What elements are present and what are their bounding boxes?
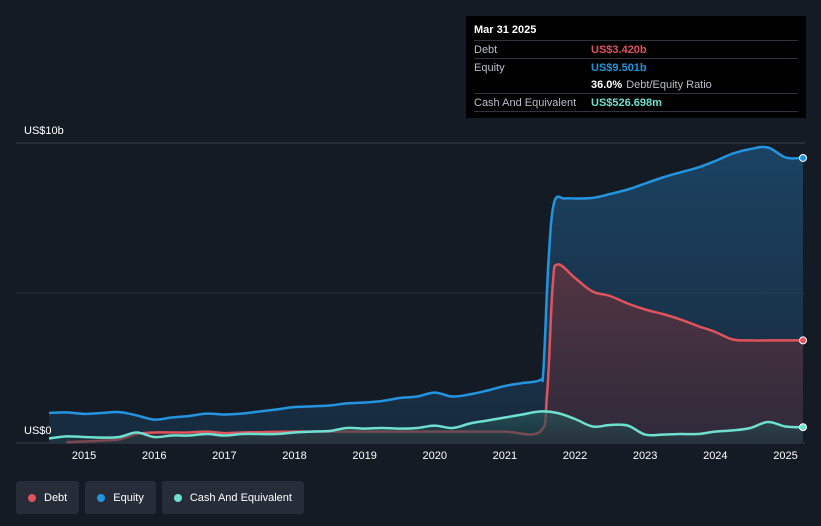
- x-tick-label: 2021: [492, 450, 518, 462]
- x-tick-label: 2023: [632, 450, 658, 462]
- tooltip-date: Mar 31 2025: [474, 24, 537, 36]
- x-tick-label: 2016: [141, 450, 167, 462]
- legend-debt-button[interactable]: Debt: [16, 481, 80, 514]
- x-tick-label: 2017: [212, 450, 237, 462]
- cash-series-line: [48, 410, 804, 440]
- tooltip-cash-value: US$526.698m: [591, 96, 662, 109]
- tooltip-equity-value: US$9.501b: [591, 61, 647, 74]
- x-tick-label: 2015: [71, 450, 97, 462]
- tooltip-debt-value: US$3.420b: [591, 43, 647, 56]
- legend-equity-label: Equity: [113, 491, 144, 504]
- legend-equity-button[interactable]: Equity: [85, 481, 156, 514]
- x-tick-label: 2022: [562, 450, 588, 462]
- legend-cash-dot-icon: [173, 493, 182, 502]
- legend-debt-label: Debt: [44, 491, 68, 504]
- equity-endpoint-marker: [799, 153, 807, 162]
- equity-series-line: [48, 145, 804, 421]
- tooltip-ratio-row: 36.0% Debt/Equity Ratio: [474, 76, 798, 93]
- tooltip-cash-label: Cash And Equivalent: [474, 96, 577, 109]
- cash-endpoint-marker: [799, 423, 807, 432]
- legend-cash-button[interactable]: Cash And Equivalent: [161, 481, 304, 514]
- legend-cash-label: Cash And Equivalent: [189, 491, 292, 504]
- x-tick-label: 2024: [703, 450, 728, 462]
- tooltip-cash-row: Cash And Equivalent US$526.698m: [474, 93, 798, 112]
- tooltip-debt-label: Debt: [474, 43, 498, 56]
- y-axis-bottom-label: US$0: [24, 425, 52, 437]
- x-tick-label: 2018: [282, 450, 307, 462]
- tooltip-debt-row: Debt US$3.420b: [474, 40, 798, 58]
- x-tick-label: 2025: [773, 450, 798, 462]
- chart-legend: Debt Equity Cash And Equivalent: [16, 481, 304, 514]
- tooltip-ratio-value: 36.0%: [591, 78, 623, 91]
- debt-endpoint-marker: [799, 336, 807, 345]
- debt-area: [66, 264, 803, 443]
- tooltip-equity-row: Equity US$9.501b: [474, 58, 798, 76]
- y-axis-top-label: US$10b: [24, 125, 64, 137]
- tooltip-panel: Mar 31 2025 Debt US$3.420b Equity US$9.5…: [466, 16, 806, 118]
- tooltip-equity-label: Equity: [474, 61, 505, 74]
- legend-debt-dot-icon: [28, 493, 36, 502]
- x-tick-label: 2019: [352, 450, 377, 462]
- x-tick-label: 2020: [422, 450, 448, 462]
- tooltip-ratio-label: Debt/Equity Ratio: [626, 78, 712, 91]
- legend-equity-dot-icon: [97, 493, 106, 502]
